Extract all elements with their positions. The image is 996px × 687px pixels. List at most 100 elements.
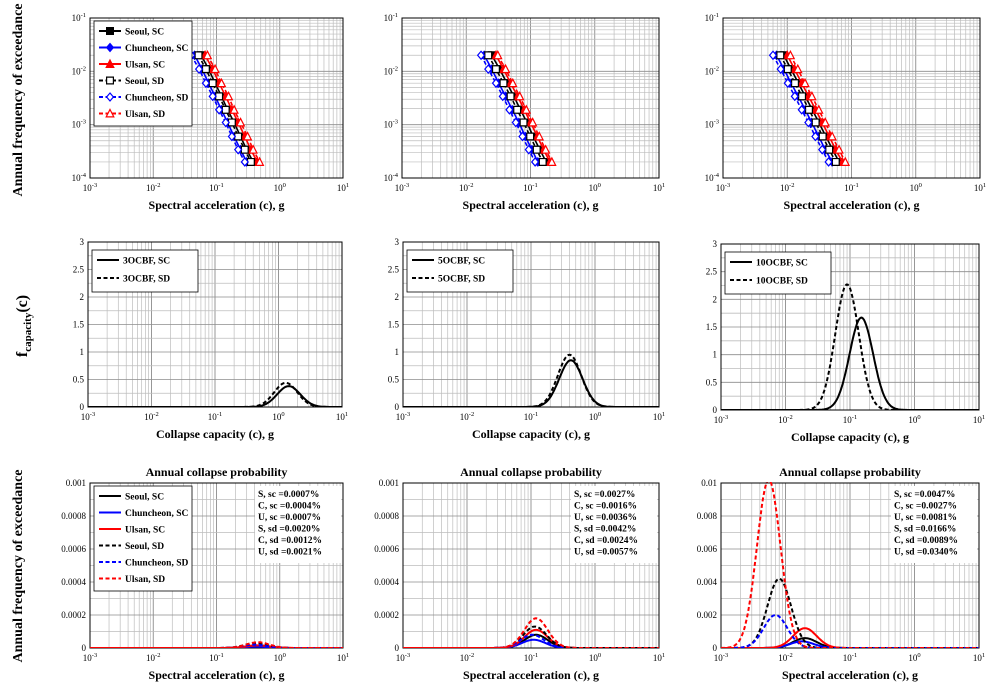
x-tick-label: 10-1	[208, 411, 222, 422]
data-point	[508, 77, 518, 88]
legend-label: Seoul, SC	[125, 28, 164, 38]
legend-box	[93, 485, 193, 592]
y-tick-label: 1	[395, 347, 400, 357]
x-tick-label: 10-3	[396, 652, 410, 663]
legend-marker	[105, 42, 115, 53]
data-point	[235, 117, 246, 127]
annotation-text: S, sd =0.0042%	[574, 525, 636, 535]
x-axis-label: Collapse capacity (c), g	[791, 430, 909, 444]
x-tick-label: 100	[910, 182, 922, 193]
x-tick-label: 10-1	[524, 411, 538, 422]
series-group	[403, 617, 659, 648]
x-axis-label: Spectral acceleration (c), g	[149, 668, 285, 682]
legend-label: Chuncheon, SD	[125, 559, 188, 569]
data-point	[776, 51, 785, 60]
legend-marker	[106, 76, 114, 85]
annotation-text: U, sd =0.0340%	[894, 548, 958, 558]
data-point	[521, 104, 532, 114]
data-point	[194, 64, 204, 75]
annotation-text: U, sc =0.0081%	[894, 513, 957, 523]
legend-label: 3OCBF, SD	[123, 275, 170, 285]
panel-fragility-5: 10-3 10-2 10-1 100 101 0 0.5 1 1.5 2 2.5 3 Collapse …	[388, 237, 665, 441]
data-point	[527, 117, 538, 127]
data-point	[807, 91, 817, 101]
data-point	[776, 64, 785, 75]
row2-ylabel-f: f	[14, 351, 31, 357]
legend-label: 5OCBF, SC	[438, 257, 485, 267]
series-line-chuncheon-sc	[403, 638, 659, 648]
data-point	[519, 118, 528, 127]
data-point	[201, 65, 210, 74]
data-point	[242, 131, 253, 141]
legend-label: Seoul, SC	[125, 493, 164, 503]
series-line-10ocbf-sd	[721, 283, 979, 410]
x-tick-label: 10-2	[459, 182, 473, 193]
data-point	[800, 77, 810, 88]
x-tick-label: 10-2	[146, 652, 160, 663]
y-tick-label: 0.01	[701, 478, 717, 488]
x-tick-label: 10-3	[716, 182, 730, 193]
y-tick-label: 3	[713, 239, 718, 249]
y-tick-label: 10-3	[72, 119, 86, 130]
y-tick-label: 0.0006	[61, 544, 86, 554]
plot-frame	[401, 17, 660, 179]
data-point	[834, 144, 844, 154]
series-group	[721, 283, 979, 410]
y-tick-label: 2	[713, 294, 718, 304]
x-tick-label: 10-1	[844, 182, 858, 193]
x-tick-label: 101	[653, 411, 665, 422]
panel-collapse-3: 10-3 10-2 10-1 100 101 0 0.0002 0.0004 0.0006 0.0…	[61, 465, 349, 682]
annotation-text: U, sc =0.0007%	[258, 513, 321, 523]
data-point	[240, 157, 249, 167]
annotation-text: C, sd =0.0024%	[574, 536, 638, 546]
y-tick-label: 10-2	[72, 65, 86, 76]
series-line-ulsan-sd	[721, 482, 979, 648]
row3-ylabel: Annual frequency of exceedance	[11, 470, 26, 663]
plot-frame	[89, 17, 344, 179]
series-group	[476, 49, 557, 167]
x-tick-label: 10-3	[83, 652, 97, 663]
data-point	[540, 144, 551, 154]
y-tick-label: 10-2	[705, 65, 719, 76]
data-point	[254, 156, 265, 166]
data-point	[498, 91, 507, 102]
data-point	[208, 79, 217, 88]
y-tick-label: 0.006	[697, 544, 718, 554]
data-point	[783, 65, 792, 74]
y-tick-label: 3	[80, 237, 85, 247]
y-tick-label: 0.0002	[61, 610, 86, 620]
y-tick-label: 1.5	[388, 320, 400, 330]
panel-fragility-10: 10-3 10-2 10-1 100 101 0 0.5 1 1.5 2 2.5 3 Collapse …	[706, 239, 985, 444]
series-group	[187, 49, 265, 167]
y-tick-label: 0	[82, 643, 87, 653]
data-point	[493, 49, 503, 60]
y-tick-label: 0.0008	[61, 511, 86, 521]
chart-title: Annual collapse probability	[460, 465, 602, 479]
data-point	[797, 104, 806, 115]
data-point	[785, 49, 796, 60]
data-point	[783, 78, 792, 89]
x-tick-label: 10-3	[396, 411, 410, 422]
data-point	[223, 91, 234, 101]
y-tick-label: 10-3	[705, 119, 719, 130]
y-tick-label: 1.5	[706, 322, 718, 332]
data-point	[534, 131, 545, 141]
series-group	[721, 482, 979, 648]
x-tick-label: 10-2	[780, 182, 794, 193]
x-tick-label: 101	[336, 411, 348, 422]
row2-ylabel-sub: capacity	[22, 312, 34, 352]
y-tick-label: 3	[395, 237, 400, 247]
annotation-box	[891, 486, 977, 563]
legend-marker	[105, 58, 115, 68]
y-tick-label: 0.0006	[374, 544, 399, 554]
data-point	[818, 132, 827, 141]
y-tick-label: 10-1	[72, 12, 86, 23]
panel-hazard-5: 10-3 10-2 10-1 100 10110-410-310-210-1Spectr…	[384, 12, 666, 212]
annotation-text: U, sd =0.0021%	[258, 548, 322, 558]
x-tick-label: 100	[274, 182, 286, 193]
data-point	[547, 156, 557, 166]
data-point	[793, 63, 803, 74]
data-point	[500, 63, 511, 74]
annotation-text: S, sc =0.0007%	[258, 490, 319, 500]
data-point	[248, 144, 258, 154]
